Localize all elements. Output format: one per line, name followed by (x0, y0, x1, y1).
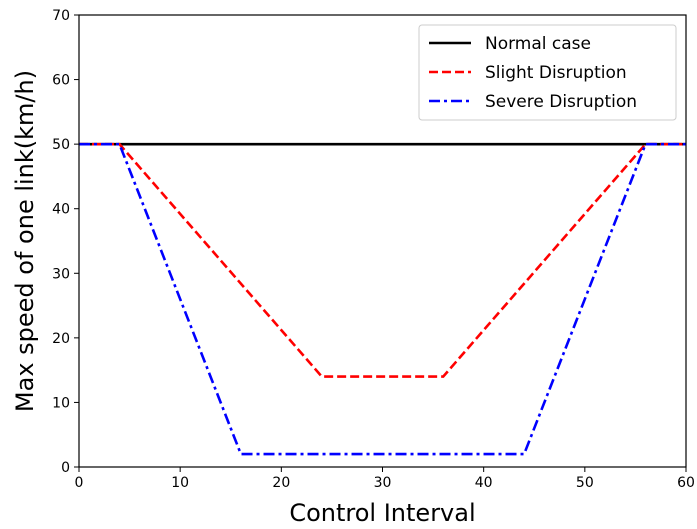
x-tick-label: 20 (272, 475, 290, 491)
y-tick-label: 10 (52, 395, 70, 411)
legend-label-3: Severe Disruption (485, 92, 637, 112)
legend-box (418, 24, 677, 121)
plot-series (79, 142, 686, 456)
x-axis-ticks: 0 10 20 30 40 50 60 (75, 467, 695, 491)
y-tick-label: 40 (52, 202, 70, 218)
x-tick-label: 40 (475, 475, 493, 491)
x-tick-label: 50 (576, 475, 594, 491)
x-tick-label: 60 (677, 475, 695, 491)
x-axis-title: Control Interval (289, 499, 475, 527)
legend: Normal case Slight Disruption Severe Disru… (418, 24, 677, 121)
y-tick-label: 70 (52, 8, 70, 24)
y-tick-label: 50 (52, 137, 70, 153)
y-tick-label: 30 (52, 266, 70, 282)
x-tick-label: 0 (75, 475, 84, 491)
series-line-2 (79, 142, 686, 378)
y-axis-title: Max speed of one link(km/h) (11, 70, 39, 412)
x-tick-label: 30 (374, 475, 392, 491)
y-tick-label: 20 (52, 331, 70, 347)
legend-label-1: Normal case (485, 34, 591, 54)
x-tick-label: 10 (171, 475, 189, 491)
y-tick-label: 0 (61, 460, 70, 476)
legend-label-2: Slight Disruption (485, 63, 627, 83)
y-tick-label: 60 (52, 73, 70, 89)
y-axis-ticks: 0 10 20 30 40 50 60 70 (52, 8, 79, 476)
series-line-3 (79, 142, 686, 456)
